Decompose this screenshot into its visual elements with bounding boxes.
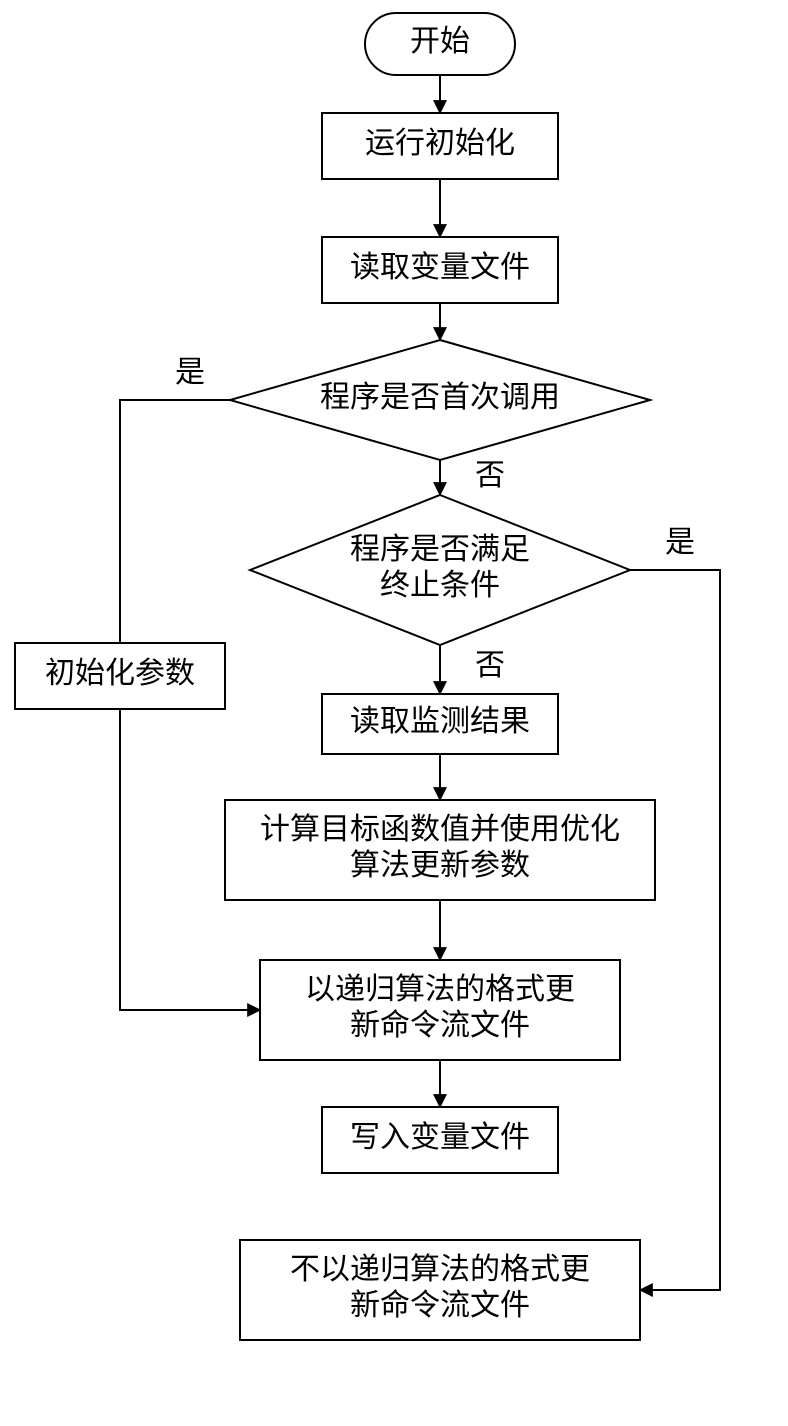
node-text: 开始 [410,25,470,58]
node-text: 以递归算法的格式更 [305,973,575,1006]
node-text: 新命令流文件 [350,1009,530,1042]
node-text: 写入变量文件 [350,1121,530,1154]
edge [630,570,720,1290]
node-text: 读取变量文件 [350,251,530,284]
edge-label: 否 [475,459,505,492]
edge-label: 是 [175,356,205,389]
edge [120,400,230,643]
node-text: 不以递归算法的格式更 [290,1253,590,1286]
node-text: 新命令流文件 [350,1289,530,1322]
node-text: 算法更新参数 [350,849,530,882]
node-text: 初始化参数 [45,657,195,690]
node-text: 终止条件 [380,569,500,602]
node-text: 程序是否满足 [350,533,530,566]
node-text: 程序是否首次调用 [320,381,560,414]
edge-label: 是 [665,526,695,559]
edge-label: 否 [475,649,505,682]
node-text: 运行初始化 [365,127,515,160]
node-text: 读取监测结果 [350,705,530,738]
node-text: 计算目标函数值并使用优化 [260,813,620,846]
